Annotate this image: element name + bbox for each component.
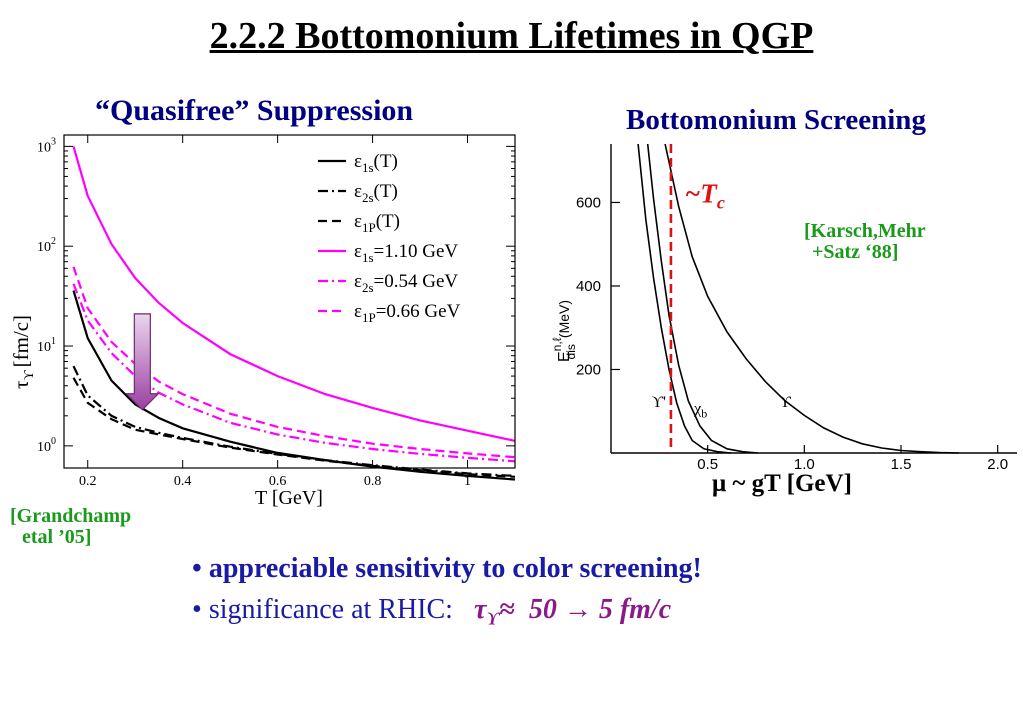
legend-label-s1: ε1s(T) bbox=[354, 151, 398, 175]
citation-line: +Satz ‘88] bbox=[812, 241, 899, 263]
right-citation: [Karsch,Mehr +Satz ‘88] bbox=[804, 221, 926, 263]
series-line-r3 bbox=[664, 143, 960, 454]
slide-title: 2.2.2 Bottomonium Lifetimes in QGP bbox=[209, 15, 814, 57]
y-tick-label: 600 bbox=[576, 194, 601, 211]
series-line-r1 bbox=[637, 143, 731, 454]
series-line-s2 bbox=[72, 365, 516, 477]
y-axis-label: τϒ[fm/c] bbox=[9, 315, 37, 389]
screening-chart: 0.5 1.0 1.5 2.0 200 400 600 ϒ' χb ϒ ~Tc En,ℓdis(… bbox=[527, 137, 1021, 471]
series-line-s6 bbox=[72, 266, 516, 459]
citation-line: [Grandchamp bbox=[10, 505, 132, 527]
screening-x-axis-label: μ ~ gT [GeV] bbox=[712, 470, 852, 497]
y-tick-label: 102 bbox=[37, 236, 56, 255]
y-axis-label: En,ℓdis(MeV) bbox=[550, 300, 578, 362]
x-tick-label: 0.5 bbox=[697, 456, 718, 471]
x-tick-label: 1 bbox=[464, 474, 471, 489]
x-tick-label: 0.2 bbox=[79, 474, 97, 489]
bullet-significance: • significance at RHIC: τϒ≈ 50 → 5 fm/c bbox=[192, 594, 671, 630]
x-tick-label: 0.6 bbox=[269, 474, 287, 489]
bullet-text: appreciable sensitivity to color screeni… bbox=[208, 553, 702, 584]
citation-line: [Karsch,Mehr bbox=[804, 220, 926, 242]
x-tick-label: 0.4 bbox=[174, 474, 192, 489]
y-tick-label: 103 bbox=[37, 136, 56, 155]
y-tick-label: 101 bbox=[37, 336, 56, 355]
lifetime-chart: 0.2 0.4 0.6 0.8 1 100 101 102 103 ε1s(T) ε2s(T) ε1… bbox=[6, 131, 520, 510]
x-tick-label: 2.0 bbox=[987, 456, 1008, 471]
series-label-r1: ϒ' bbox=[652, 394, 667, 411]
x-tick-label: 0.8 bbox=[364, 474, 382, 489]
x-axis-label: T [GeV] bbox=[255, 487, 323, 509]
y-tick-label: 100 bbox=[37, 436, 56, 455]
series-line-s3 bbox=[72, 377, 516, 478]
x-tick-label: 1.5 bbox=[891, 456, 912, 471]
right-plot-heading: Bottomonium Screening bbox=[626, 104, 926, 136]
bullet-text: significance at RHIC: bbox=[208, 594, 453, 625]
series-line-s4 bbox=[72, 146, 516, 442]
y-tick-label: 200 bbox=[576, 361, 601, 378]
left-citation: [Grandchamp etal ’05] bbox=[10, 506, 131, 548]
left-plot-heading: “Quasifree” Suppression bbox=[95, 94, 414, 127]
x-tick-label: 1.0 bbox=[794, 456, 815, 471]
legend-label-s3: ε1P(T) bbox=[354, 211, 400, 235]
series-line-r2 bbox=[646, 143, 758, 454]
series-label-r3: ϒ bbox=[779, 394, 791, 411]
y-tick-label: 400 bbox=[576, 278, 601, 295]
lifetime-expression: τϒ≈ 50 → 5 fm/c bbox=[473, 594, 672, 629]
legend-label-s6: ε1P=0.66 GeV bbox=[354, 301, 461, 325]
plot-frame bbox=[63, 134, 516, 469]
bullet-marker: • bbox=[192, 553, 202, 584]
suppression-arrow bbox=[124, 313, 160, 411]
tc-label: ~Tc bbox=[685, 178, 725, 212]
bullet-sensitivity: • appreciable sensitivity to color scree… bbox=[192, 553, 702, 585]
bullet-marker: • bbox=[192, 594, 202, 625]
legend-label-s2: ε2s(T) bbox=[354, 181, 398, 205]
legend-label-s4: ε1s=1.10 GeV bbox=[354, 241, 458, 265]
legend-label-s5: ε2s=0.54 GeV bbox=[354, 271, 458, 295]
series-label-r2: χb bbox=[693, 400, 707, 420]
series-line-s1 bbox=[72, 290, 516, 481]
citation-line: etal ’05] bbox=[22, 526, 92, 548]
